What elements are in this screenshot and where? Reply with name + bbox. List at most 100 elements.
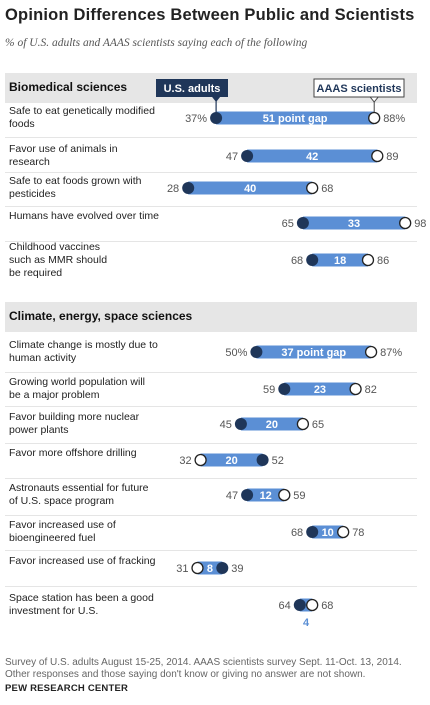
gap-bar <box>197 561 223 575</box>
legend-aaas-box <box>313 78 405 98</box>
gap-bar <box>247 149 378 163</box>
row-divider <box>5 206 417 207</box>
row-divider <box>5 406 417 407</box>
gap-bar <box>284 382 356 396</box>
us-adults-value: 50% <box>225 347 247 359</box>
chart-title: Opinion Differences Between Public and S… <box>5 6 415 24</box>
row-label: Astronauts essential for future of U.S. … <box>9 482 149 507</box>
row-label: Favor increased use of bioengineered fue… <box>9 519 116 544</box>
gap-label: 40 <box>244 183 256 195</box>
aaas-scientists-value: 82 <box>365 384 377 396</box>
us-adults-dot <box>296 217 309 229</box>
gap-label: 10 <box>322 527 334 539</box>
gap-label: 51 point gap <box>263 113 328 125</box>
gap-bar <box>247 488 285 502</box>
aaas-scientists-dot <box>368 111 381 125</box>
row-divider <box>5 478 417 479</box>
row-label: Favor more offshore drilling <box>9 447 137 459</box>
us-adults-dot <box>234 418 247 430</box>
row-divider <box>5 550 417 551</box>
gap-label: 33 <box>348 218 360 230</box>
gap-bar <box>240 417 303 431</box>
row-label: Favor use of animals in research <box>9 143 118 168</box>
legend-aaas-label: AAAS scientists <box>317 83 402 95</box>
row-divider <box>5 372 417 373</box>
row-divider <box>5 241 417 242</box>
aaas-scientists-dot <box>278 488 291 502</box>
us-adults-value: 52 <box>272 455 284 467</box>
row-label: Climate change is mostly due to human ac… <box>9 339 158 364</box>
gap-bar <box>312 253 368 267</box>
aaas-scientists-dot <box>371 149 384 163</box>
us-adults-value: 47 <box>226 151 238 163</box>
section-title: Biomedical sciences <box>9 80 128 94</box>
aaas-scientists-dot <box>337 525 350 539</box>
us-adults-dot <box>293 599 306 611</box>
us-adults-dot <box>278 383 291 395</box>
gap-bar <box>302 216 406 230</box>
us-adults-dot <box>210 112 223 124</box>
row-label: Safe to eat foods grown with pesticides <box>9 175 142 200</box>
us-adults-dot <box>256 454 269 466</box>
aaas-scientists-dot <box>306 598 319 612</box>
aaas-scientists-value: 68 <box>321 183 333 195</box>
us-adults-dot <box>250 346 263 358</box>
gap-label: 12 <box>260 490 272 502</box>
aaas-scientists-dot <box>306 181 319 195</box>
gap-label: 23 <box>314 384 326 396</box>
aaas-scientists-value: 89 <box>386 151 398 163</box>
gap-label: 42 <box>306 151 318 163</box>
gap-label: 18 <box>334 255 346 267</box>
us-adults-value: 39 <box>231 563 243 575</box>
gap-label: 4 <box>303 617 310 629</box>
us-adults-dot <box>306 526 319 538</box>
legend-us-adults-arrow <box>212 97 221 102</box>
aaas-scientists-value: 31 <box>176 563 188 575</box>
aaas-scientists-value: 68 <box>321 600 333 612</box>
footnote: Survey of U.S. adults August 15-25, 2014… <box>5 657 402 680</box>
us-adults-value: 68 <box>291 527 303 539</box>
us-adults-dot <box>241 150 254 162</box>
row-divider <box>5 586 417 587</box>
aaas-scientists-dot <box>349 382 362 396</box>
row-label: Space station has been a good investment… <box>9 592 154 617</box>
us-adults-value: 28 <box>167 183 179 195</box>
row-label: Childhood vaccines such as MMR should be… <box>9 241 108 279</box>
row-divider <box>5 515 417 516</box>
us-adults-dot <box>216 562 229 574</box>
us-adults-dot <box>182 182 195 194</box>
aaas-scientists-dot <box>296 417 310 431</box>
row-label: Favor building more nuclear power plants <box>9 411 140 436</box>
us-adults-dot <box>306 254 319 266</box>
section-band-climate: Climate, energy, space sciences <box>5 302 417 332</box>
legend-aaas-arrow <box>369 96 380 103</box>
gap-label: 20 <box>225 455 237 467</box>
us-adults-value: 45 <box>220 419 232 431</box>
us-adults-value: 37% <box>185 113 207 125</box>
us-adults-value: 64 <box>279 600 291 612</box>
row-label: Favor increased use of fracking <box>9 555 156 567</box>
us-adults-value: 65 <box>282 218 294 230</box>
aaas-scientists-value: 32 <box>179 455 191 467</box>
aaas-scientists-value: 65 <box>312 419 324 431</box>
aaas-scientists-value: 88% <box>383 113 405 125</box>
us-adults-value: 47 <box>226 490 238 502</box>
section-title: Climate, energy, space sciences <box>9 309 193 323</box>
row-label: Humans have evolved over time <box>9 210 159 222</box>
aaas-scientists-dot <box>399 216 412 230</box>
aaas-scientists-dot <box>361 253 375 267</box>
chart-subtitle: % of U.S. adults and AAAS scientists say… <box>5 37 308 49</box>
row-label: Growing world population will be a major… <box>9 376 145 401</box>
gap-bar <box>200 453 263 467</box>
us-adults-value: 68 <box>291 255 303 267</box>
gap-label: 37 point gap <box>281 347 346 359</box>
legend-us-adults-label: U.S. adults <box>164 83 221 95</box>
aaas-scientists-value: 59 <box>293 490 305 502</box>
row-divider <box>5 172 417 173</box>
aaas-scientists-dot <box>191 561 204 575</box>
legend-us-adults-box <box>156 79 228 97</box>
aaas-scientists-value: 87% <box>380 347 402 359</box>
aaas-scientists-dot <box>364 345 378 359</box>
source-credit: PEW RESEARCH CENTER <box>5 683 129 694</box>
